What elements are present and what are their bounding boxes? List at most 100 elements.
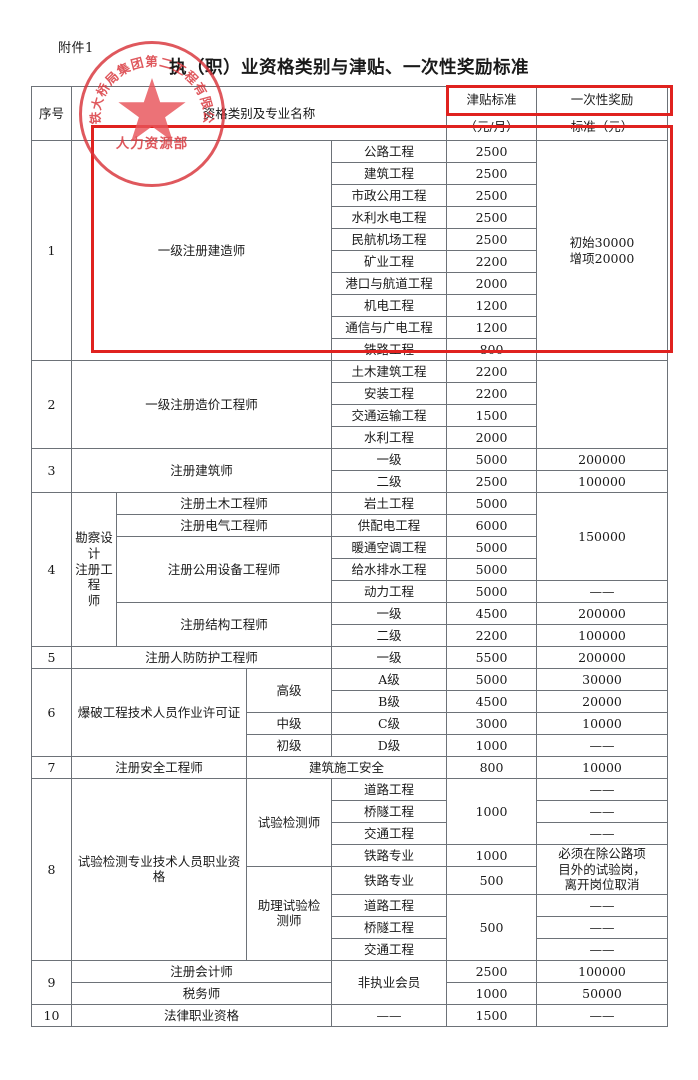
attachment-label: 附件1	[58, 41, 94, 56]
grade-cell: B级	[330, 690, 448, 713]
row-name-line-1: 勘察设计	[75, 530, 113, 562]
allowance-cell: 2000	[446, 272, 538, 295]
grade-cell: D级	[330, 734, 448, 757]
header-category: 资格类别及专业名称	[70, 86, 448, 141]
row-no: 3	[31, 448, 72, 493]
page-title: 执（职）业资格类别与津贴、一次性奖励标准	[169, 58, 529, 78]
allowance-cell: 800	[446, 756, 538, 779]
row-no: 7	[31, 756, 72, 779]
grade-cell: C级	[330, 712, 448, 735]
spec-cell: 市政公用工程	[330, 184, 448, 207]
bonus-cell: 30000	[536, 668, 669, 691]
allowance-cell: 2500	[446, 228, 538, 251]
spec-cell: 铁路工程	[330, 338, 448, 361]
sub-name-line-1: 助理试验检	[257, 897, 321, 913]
allowance-cell: 2500	[446, 959, 538, 983]
row-name: 法律职业资格	[71, 1003, 332, 1027]
sub-name-cell: 试验检测师	[246, 778, 332, 867]
table-row: 机电工程 1200	[32, 294, 668, 317]
bonus-cell: 20000	[536, 690, 669, 713]
spec-cell: 铁路专业	[330, 844, 448, 867]
bonus-cell	[536, 360, 669, 449]
row-name-line-3: 师	[87, 592, 101, 608]
table-row: 交通工程 ——	[32, 822, 669, 845]
allowance-cell: 5000	[446, 448, 538, 471]
allowance-cell: 5500	[446, 646, 538, 669]
table-row: 注册电气工程师 供配电工程 6000	[32, 514, 668, 537]
spec-cell: 一级	[330, 448, 448, 471]
header-allowance-unit: （元/月）	[446, 113, 538, 141]
bonus-cell: 200000	[536, 602, 669, 625]
row-no: 1	[31, 140, 72, 361]
allowance-cell: 2200	[446, 382, 538, 405]
table-row: 2 一级注册造价工程师 土木建筑工程 2200	[31, 360, 669, 449]
grade-cell: A级	[330, 668, 448, 691]
allowance-cell: 2500	[446, 206, 538, 229]
spec-cell: 交通工程	[330, 822, 448, 845]
allowance-cell: 2500	[446, 470, 538, 493]
spec-cell: 一级	[330, 602, 448, 625]
spec-cell: 建筑施工安全	[245, 756, 448, 779]
row-name: 注册会计师	[71, 959, 332, 983]
allowance-cell: 6000	[446, 514, 538, 537]
bonus-cell: 10000	[536, 756, 669, 779]
bonus-cell: ——	[536, 915, 669, 939]
note-line-1: 必须在除公路项	[558, 846, 646, 861]
allowance-cell: 1000	[446, 981, 538, 1005]
spec-cell: 一级	[330, 646, 448, 669]
allowance-cell: 1000	[446, 844, 538, 867]
bonus-cell: 100000	[536, 624, 669, 647]
bonus-cell: ——	[536, 800, 669, 823]
allowance-cell: 5000	[446, 668, 538, 691]
table-row: B级 4500 20000	[32, 690, 669, 713]
allowance-cell: 4500	[446, 602, 538, 625]
spec-cell: 桥隧工程	[330, 800, 448, 823]
header-seq: 序号	[31, 86, 72, 141]
spec-cell: 机电工程	[330, 294, 448, 317]
bonus-line-1: 初始30000	[569, 234, 635, 250]
table-row: 铁路专业 1000 必须在除公路项 目外的试验岗， 离开岗位取消	[32, 844, 669, 895]
table-row: 桥隧工程 ——	[32, 800, 669, 823]
row-name-line-2: 注册工程	[75, 561, 113, 593]
table-row: 铁路工程 800	[32, 338, 668, 361]
row-name: 勘察设计 注册工程 师	[71, 492, 117, 647]
bonus-cell: ——	[536, 822, 669, 845]
table-row: 7 注册安全工程师 建筑施工安全 800 10000	[31, 756, 669, 779]
table-row: 道路工程 500 ——	[32, 893, 669, 961]
spec-cell: 水利工程	[330, 426, 448, 449]
allowance-cell: 1500	[446, 404, 538, 427]
table-row: 水利工程 2000	[32, 426, 668, 449]
bonus-cell: ——	[536, 580, 669, 603]
spec-cell: ——	[330, 1003, 448, 1027]
allowance-cell: 1000	[446, 734, 538, 757]
spec-cell: 矿业工程	[330, 250, 448, 273]
table-row: 税务师 1000 50000	[32, 981, 669, 1005]
table-row: 市政公用工程 2500	[32, 184, 668, 207]
table-row: 助理试验检 测师 铁路专业 500	[32, 866, 668, 961]
bonus-cell: 200000	[536, 646, 669, 669]
spec-cell: 供配电工程	[330, 514, 448, 537]
table-row: 1 一级注册建造师 公路工程 2500 初始30000 增项20000	[31, 140, 669, 361]
table-row: 8 试验检测专业技术人员职业资格 试验检测师 道路工程 1000 ——	[31, 778, 669, 961]
row-name: 试验检测专业技术人员职业资格	[71, 778, 247, 961]
allowance-cell: 5000	[446, 558, 538, 581]
spec-cell: 交通工程	[330, 937, 448, 961]
allowance-cell: 2200	[446, 360, 538, 383]
allowance-cell: 2500	[446, 184, 538, 207]
header-bonus-unit: 标准（元）	[536, 113, 669, 141]
bonus-cell: ——	[536, 937, 669, 961]
note-line-2: 目外的试验岗，	[558, 861, 646, 877]
sub-name-cell: 注册电气工程师	[116, 514, 332, 537]
spec-cell: 二级	[330, 470, 448, 493]
table-row: 二级 2200 100000	[32, 624, 669, 647]
spec-cell: 建筑工程	[330, 162, 448, 185]
table-row: 4 勘察设计 注册工程 师 注册土木工程师 岩土工程 5000 150000	[31, 492, 669, 647]
row-name: 注册安全工程师	[71, 756, 247, 779]
table-header-row: 序号 资格类别及专业名称 津贴标准 一次性奖励	[31, 86, 669, 141]
allowance-cell: 5000	[446, 580, 538, 603]
allowance-cell: 500	[446, 893, 538, 961]
sub-name-cell: 注册土木工程师	[116, 492, 332, 515]
row-name: 注册建筑师	[71, 448, 332, 493]
spec-cell: 通信与广电工程	[330, 316, 448, 339]
